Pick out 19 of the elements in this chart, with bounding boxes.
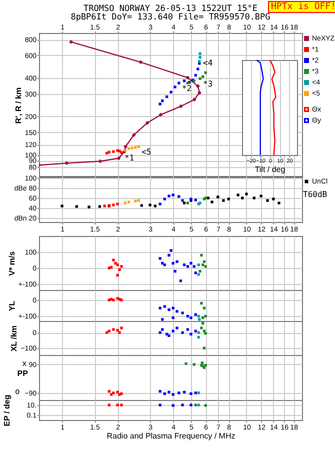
text: o — [15, 387, 20, 396]
annotation: *1 — [124, 154, 134, 163]
text: T60dB — [303, 190, 328, 199]
y-axis-title: EP / deg — [2, 394, 12, 426]
y-axis-title: YL — [7, 300, 16, 312]
annotation: <5 — [142, 148, 152, 157]
text: x — [22, 359, 27, 368]
annotation: *2 — [182, 84, 192, 94]
x-axis-title: Tilt / deg — [254, 165, 286, 174]
chart-subtitle: 8pBP6It DoY= 133.640 File= TR959570.BPG — [70, 12, 270, 22]
chart-title: TROMSO NORWAY 26-05-13 1522UT 15°E — [84, 4, 258, 14]
text: HPTx is OFF! — [268, 1, 335, 13]
y-axis-title: PP — [17, 369, 29, 378]
y-axis-title: R', R / km — [14, 87, 23, 124]
annotation: <4 — [203, 58, 213, 68]
y-axis-title: XL /km — [10, 325, 19, 352]
annotation: *3 — [203, 80, 213, 89]
y-axis-title: V* m/s — [7, 250, 16, 276]
x-axis-title: Radio and Plasma Frequency / MHz — [106, 432, 236, 440]
